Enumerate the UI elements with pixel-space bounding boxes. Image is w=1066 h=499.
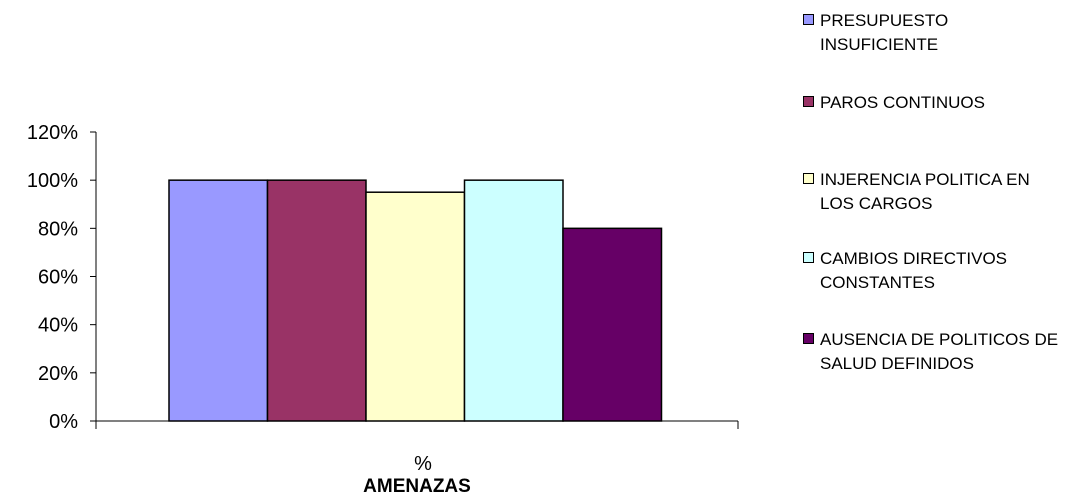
y-axis-ticks: 0% 20% 40% 60% 80% 100% 120% [27, 122, 96, 433]
y-tick-label: 20% [38, 363, 78, 385]
legend-label: CAMBIOS DIRECTIVOS CONSTANTES [820, 249, 1008, 292]
legend: PRESUPUESTO INSUFICIENTE PAROS CONTINUOS… [803, 0, 1065, 499]
x-axis-ticks [95, 421, 739, 429]
y-tick-label: 80% [38, 218, 78, 240]
legend-label: AUSENCIA DE POLITICOS DE SALUD DEFINIDOS [820, 330, 1059, 373]
legend-swatch [803, 333, 814, 344]
bar [365, 191, 466, 422]
legend-swatch [803, 173, 814, 184]
y-tick-label: 40% [38, 315, 78, 337]
x-category-label: % [414, 453, 432, 475]
bar [168, 179, 269, 422]
legend-label: INJERENCIA POLITICA EN LOS CARGOS [820, 170, 1030, 213]
y-tick-label: 0% [49, 411, 78, 433]
bars-group [168, 179, 663, 422]
y-tick-label: 60% [38, 267, 78, 289]
bar [266, 179, 367, 422]
legend-swatch [803, 14, 814, 25]
legend-swatch [803, 96, 814, 107]
y-tick-label: 120% [27, 122, 78, 144]
bar-chart: 0% 20% 40% 60% 80% 100% 120% % AMENAZAS [27, 122, 739, 497]
legend-swatch [803, 252, 814, 263]
x-axis-title: AMENAZAS [363, 476, 471, 497]
y-tick-label: 100% [27, 170, 78, 192]
bar [562, 227, 663, 422]
bar [463, 179, 564, 422]
legend-label: PRESUPUESTO INSUFICIENTE [820, 11, 949, 54]
legend-label: PAROS CONTINUOS [820, 93, 985, 112]
